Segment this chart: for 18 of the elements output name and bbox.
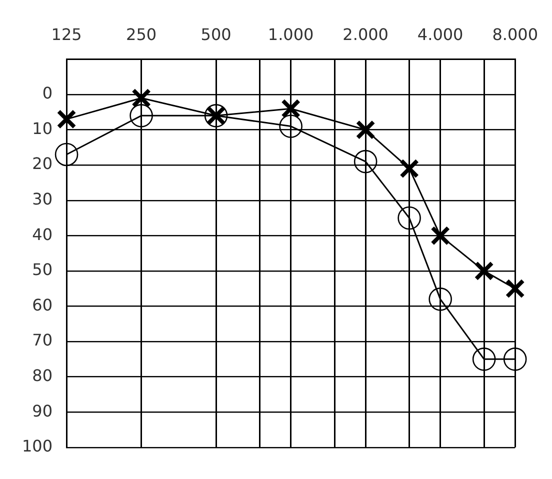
y-tick-label: 20 [32,154,53,174]
y-tick-label: 60 [32,295,53,314]
y-tick-label: 10 [32,118,53,138]
y-tick-label: 70 [32,330,53,350]
x-tick-label: 250 [126,24,157,44]
y-tick-label: 100 [22,436,53,456]
y-tick-label: 0 [42,84,53,103]
x-tick-label: 500 [200,24,232,44]
y-tick-label: 90 [32,401,53,420]
x-tick-label: 8.000 [492,24,538,44]
y-tick-label: 50 [32,260,53,280]
y-tick-label: 30 [32,190,53,209]
x-tick-label: 125 [51,24,82,44]
x-tick-label: 4.000 [417,24,464,44]
y-tick-label: 40 [32,224,53,244]
x-tick-label: 1.000 [268,24,314,44]
y-tick-label: 80 [32,366,53,385]
x-tick-label: 2.000 [342,24,388,44]
